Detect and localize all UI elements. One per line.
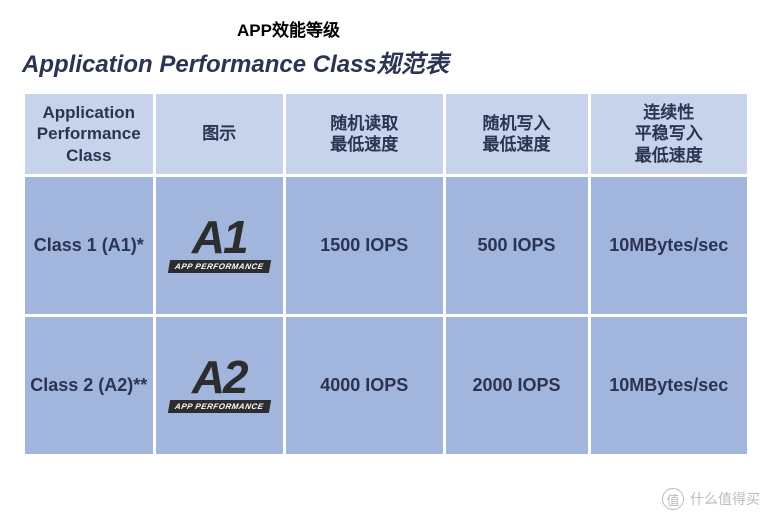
cell-class-label: Class 2 (A2)** <box>24 315 155 455</box>
th-seq-write: 连续性 平稳写入 最低速度 <box>589 93 749 176</box>
a2-logo: A2 APP PERFORMANCE <box>169 357 270 413</box>
cell-logo: A2 APP PERFORMANCE <box>154 315 285 455</box>
th-text: 连续性 <box>595 102 744 123</box>
table-header-row: Application Performance Class 图示 随机读取 最低… <box>24 93 749 176</box>
th-text: Application <box>29 102 149 123</box>
th-text: 随机读取 <box>290 113 439 134</box>
th-class: Application Performance Class <box>24 93 155 176</box>
logo-main-text: A1 <box>192 217 247 258</box>
performance-table: Application Performance Class 图示 随机读取 最低… <box>22 91 750 457</box>
watermark-text: 什么值得买 <box>690 489 760 509</box>
cell-class-label: Class 1 (A1)* <box>24 175 155 315</box>
cell-random-write: 2000 IOPS <box>444 315 589 455</box>
watermark-icon: 值 <box>662 488 684 510</box>
logo-main-text: A2 <box>192 357 247 398</box>
cell-random-read: 4000 IOPS <box>285 315 445 455</box>
table-row: Class 2 (A2)** A2 APP PERFORMANCE 4000 I… <box>24 315 749 455</box>
th-text: 平稳写入 <box>595 123 744 144</box>
watermark: 值 什么值得买 <box>662 488 760 510</box>
annotation-label: APP效能等级 <box>237 16 340 41</box>
a1-logo: A1 APP PERFORMANCE <box>169 217 270 273</box>
th-text: Performance <box>29 123 149 144</box>
table-row: Class 1 (A1)* A1 APP PERFORMANCE 1500 IO… <box>24 175 749 315</box>
th-text: 最低速度 <box>290 134 439 155</box>
logo-sub-text: APP PERFORMANCE <box>168 260 271 273</box>
cell-seq-write: 10MBytes/sec <box>589 175 749 315</box>
th-random-write: 随机写入 最低速度 <box>444 93 589 176</box>
th-random-read: 随机读取 最低速度 <box>285 93 445 176</box>
th-text: 最低速度 <box>450 134 584 155</box>
cell-seq-write: 10MBytes/sec <box>589 315 749 455</box>
logo-sub-text: APP PERFORMANCE <box>168 400 271 413</box>
th-text: 最低速度 <box>595 145 744 166</box>
th-logo: 图示 <box>154 93 285 176</box>
th-text: 图示 <box>160 123 280 144</box>
cell-random-read: 1500 IOPS <box>285 175 445 315</box>
cell-random-write: 500 IOPS <box>444 175 589 315</box>
page-title: Application Performance Class规范表 <box>22 44 750 79</box>
table-body: Class 1 (A1)* A1 APP PERFORMANCE 1500 IO… <box>24 175 749 455</box>
cell-logo: A1 APP PERFORMANCE <box>154 175 285 315</box>
th-text: Class <box>29 145 149 166</box>
th-text: 随机写入 <box>450 113 584 134</box>
